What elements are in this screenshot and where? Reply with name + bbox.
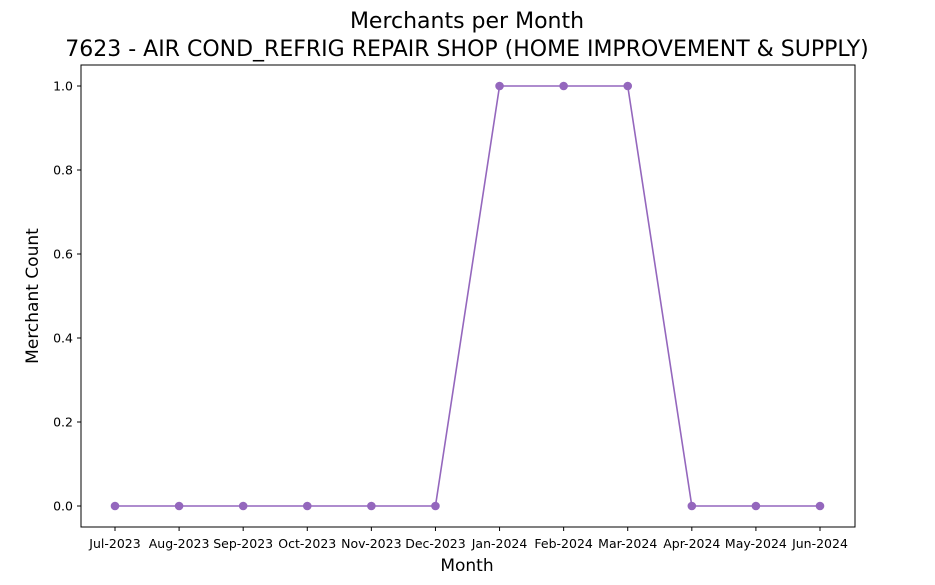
y-tick-label: 0.4 <box>53 331 73 346</box>
x-tick-label: Apr-2024 <box>663 536 720 551</box>
y-tick-label: 0.6 <box>53 247 73 262</box>
x-tick-label: Dec-2023 <box>405 536 466 551</box>
y-tick-label: 0.2 <box>53 415 73 430</box>
data-point <box>815 501 825 511</box>
x-tick-label: Jun-2024 <box>791 536 848 551</box>
chart-subtitle: 7623 - AIR COND_REFRIG REPAIR SHOP (HOME… <box>65 37 869 62</box>
x-tick-label: Jan-2024 <box>471 536 528 551</box>
data-point <box>559 81 568 91</box>
x-tick-label: Jul-2023 <box>88 536 140 551</box>
x-tick-label: Nov-2023 <box>341 536 401 551</box>
x-tick-label: Oct-2023 <box>278 536 336 551</box>
plot-frame <box>80 64 856 528</box>
data-point <box>238 501 248 511</box>
plot-area: 0.0 0.2 0.4 0.6 0.8 1.0 Jul-2023 Aug-2023 Sep-20… <box>53 64 856 551</box>
data-point <box>302 501 312 511</box>
data-point <box>495 81 504 91</box>
x-tick-label: Aug-2023 <box>149 536 210 551</box>
data-point <box>431 501 440 511</box>
x-tick-label: Mar-2024 <box>598 536 657 551</box>
y-tick-label: 0.8 <box>53 163 73 178</box>
data-point <box>367 501 376 511</box>
chart-title: Merchants per Month <box>350 9 584 34</box>
x-tick-label: Sep-2023 <box>213 536 273 551</box>
x-tick-label: Feb-2024 <box>534 536 593 551</box>
data-point <box>623 81 633 91</box>
y-axis-label: Merchant Count <box>23 228 43 364</box>
data-point <box>110 501 120 511</box>
data-point <box>687 501 697 511</box>
series-line <box>115 85 820 507</box>
y-tick-label: 1.0 <box>53 79 73 94</box>
y-tick-label: 0.0 <box>53 499 73 514</box>
data-point <box>174 501 184 511</box>
x-axis-label: Month <box>440 556 493 576</box>
data-point <box>751 501 761 511</box>
x-tick-label: May-2024 <box>725 536 787 551</box>
